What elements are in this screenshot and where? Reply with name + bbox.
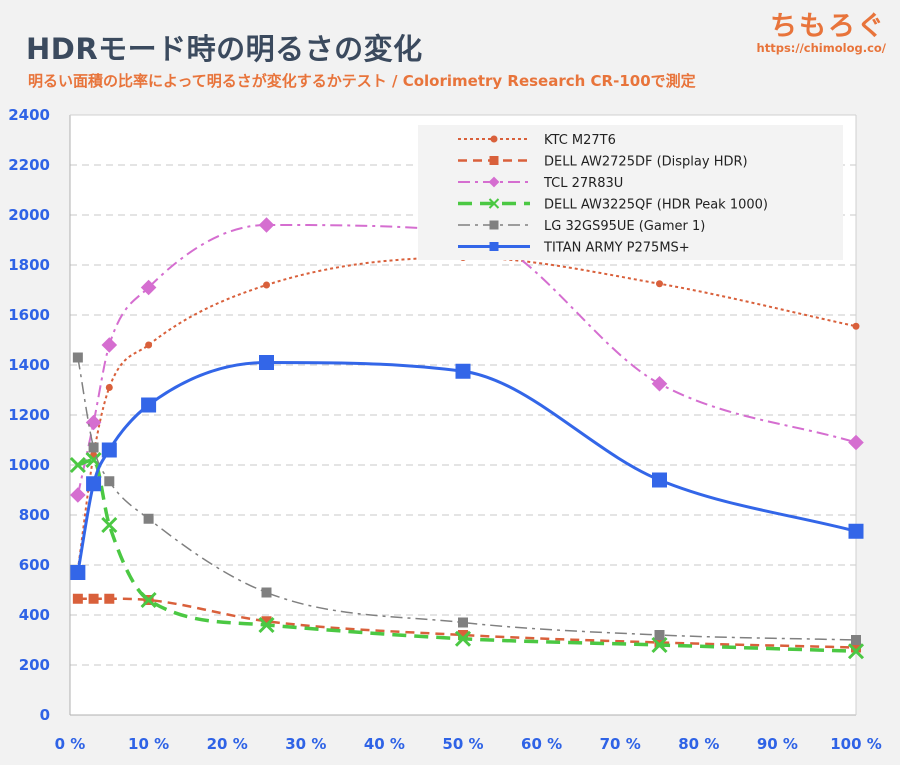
data-point [258, 217, 275, 233]
legend-label: KTC M27T6 [544, 133, 616, 148]
data-point [652, 472, 667, 488]
data-point [654, 630, 665, 640]
x-tick-label: 40 % [364, 735, 405, 753]
x-axis: 0 % 10 % 20 % 30 % 40 % 50 % 60 % 70 % 80 % 90 % 1… [55, 735, 882, 753]
legend-item: TITAN ARMY P275MS+ [458, 241, 690, 256]
legend-marker [489, 220, 499, 230]
legend-marker [488, 176, 500, 188]
legend: KTC M27T6 DELL AW2725DF (Display HDR) TCL … [418, 125, 843, 260]
data-point [101, 442, 117, 458]
y-tick-label: 1400 [8, 356, 50, 374]
data-point [651, 636, 668, 654]
y-tick-label: 2400 [8, 106, 50, 124]
data-point [85, 451, 102, 469]
legend-label: TITAN ARMY P275MS+ [543, 241, 690, 256]
y-tick-label: 2000 [8, 206, 50, 224]
x-tick-label: 90 % [757, 735, 798, 753]
data-point [140, 591, 157, 609]
data-point [145, 341, 153, 349]
chart-title: HDRモード時の明るさの変化 [26, 32, 423, 66]
data-point [656, 280, 663, 288]
data-point [455, 363, 471, 379]
legend-marker [488, 198, 500, 209]
data-point [86, 476, 102, 492]
y-tick-label: 1600 [8, 306, 50, 324]
data-point [88, 442, 99, 453]
legend-marker [489, 156, 499, 165]
data-point [101, 516, 118, 534]
x-tick-label: 100 % [830, 735, 882, 753]
data-point [848, 434, 864, 451]
data-point [454, 630, 472, 647]
data-point [105, 384, 113, 391]
grid-lines [69, 114, 857, 716]
legend-item: DELL AW2725DF (Display HDR) [458, 155, 748, 170]
brand-url: https://chimolog.co/ [756, 41, 886, 55]
data-point [101, 337, 118, 353]
x-tick-label: 60 % [521, 735, 562, 753]
x-tick-label: 30 % [285, 735, 326, 753]
data-point [654, 637, 665, 648]
legend-marker [490, 135, 498, 143]
series-4 [69, 451, 865, 660]
legend-item: LG 32GS95UE (Gamer 1) [458, 219, 705, 234]
x-tick-label: 50 % [442, 735, 483, 753]
x-tick-label: 70 % [600, 735, 641, 753]
data-point [88, 593, 99, 604]
legend-label: DELL AW3225QF (HDR Peak 1000) [544, 198, 768, 213]
brand-name: ちもろぐ [770, 11, 886, 42]
data-point [258, 616, 275, 634]
data-point [104, 476, 115, 487]
data-point [458, 630, 468, 640]
brand-logo: ちもろぐ https://chimolog.co/ [757, 4, 886, 55]
chart-subtitle: 明るい面積の比率によって明るさが変化するかテスト / Colorimetry R… [28, 72, 696, 90]
legend-item: KTC M27T6 [458, 133, 616, 148]
legend-label: LG 32GS95UE (Gamer 1) [544, 219, 705, 234]
data-point [261, 616, 272, 627]
data-point [143, 513, 154, 524]
legend-label: TCL 27R83U [543, 176, 623, 191]
y-tick-label: 1200 [8, 406, 50, 424]
y-tick-label: 200 [19, 656, 50, 674]
y-axis: 0 200 400 600 800 1000 1200 1400 1600 1800 2000 220… [8, 106, 50, 724]
y-tick-label: 600 [19, 556, 50, 574]
data-point [72, 352, 83, 363]
data-point [851, 642, 861, 653]
legend-item: TCL 27R83U [458, 176, 623, 191]
x-tick-label: 0 % [55, 735, 86, 753]
data-point [847, 643, 865, 660]
y-tick-label: 0 [40, 706, 50, 724]
x-tick-label: 80 % [678, 735, 719, 753]
x-tick-label: 10 % [128, 735, 169, 753]
data-point [259, 355, 274, 370]
y-tick-label: 800 [19, 506, 50, 524]
data-point [69, 456, 86, 474]
data-point [852, 322, 860, 330]
data-point [263, 281, 270, 289]
y-tick-label: 1000 [8, 456, 50, 474]
data-point [851, 635, 861, 645]
series-6 [70, 355, 864, 580]
data-point [104, 593, 115, 604]
data-point [140, 279, 157, 296]
data-point [458, 617, 468, 628]
legend-marker [489, 242, 499, 251]
data-point [70, 565, 86, 580]
legend-label: DELL AW2725DF (Display HDR) [544, 155, 748, 170]
legend-box [418, 125, 843, 260]
data-point [70, 487, 86, 503]
y-tick-label: 400 [19, 606, 50, 624]
legend-item: DELL AW3225QF (HDR Peak 1000) [458, 198, 768, 213]
data-point [848, 523, 864, 539]
data-point [261, 587, 272, 598]
data-point [141, 397, 157, 413]
data-point [72, 593, 83, 604]
y-tick-label: 2200 [8, 156, 50, 174]
y-tick-label: 1800 [8, 256, 50, 274]
data-point [651, 375, 668, 392]
x-tick-label: 20 % [207, 735, 248, 753]
